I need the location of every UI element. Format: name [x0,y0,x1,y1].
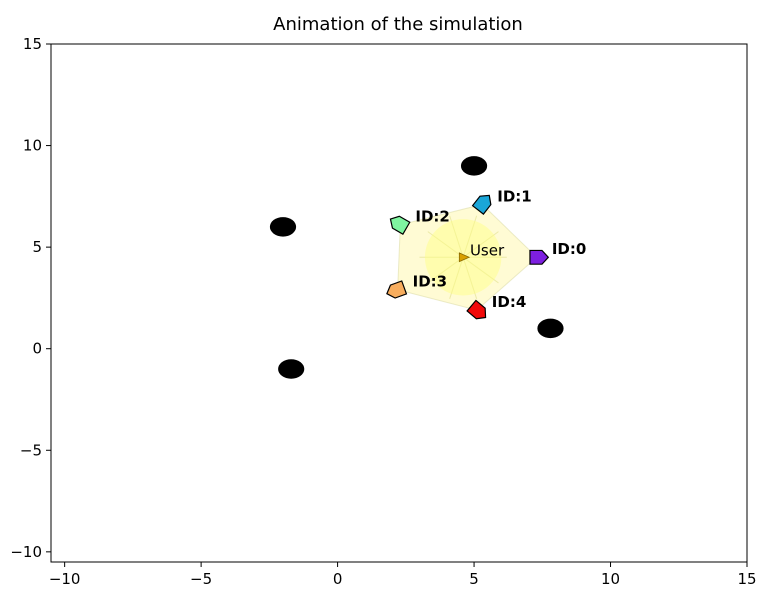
agent-label: ID:4 [492,293,526,311]
agent-marker [471,194,492,215]
y-tick-label: −10 [10,543,42,561]
x-tick-label: −10 [49,570,81,588]
obstacle-layer [269,156,564,379]
coverage-ray [449,215,464,258]
agent-label: ID:2 [415,208,449,226]
coverage-ray [462,231,499,258]
obstacle-marker [278,359,305,379]
agent-label: ID:1 [497,187,531,205]
agent-label: ID:3 [413,273,447,291]
x-tick-label: 5 [469,570,479,588]
plot-area [50,43,748,563]
user-marker [458,252,471,263]
agent-label: ID:0 [552,240,586,258]
agent-marker [386,280,408,299]
obstacle-marker [537,318,564,339]
y-tick-label: −5 [20,441,42,459]
y-axis-ticks: −10 −5 0 5 10 15 [10,35,51,561]
agent-marker [389,215,411,236]
coverage-ray [462,256,499,284]
x-tick-label: 10 [601,570,620,588]
coverage-ray [462,215,478,258]
agent-marker [466,299,487,320]
y-tick-label: 15 [23,35,42,53]
obstacle-marker [460,156,488,176]
label-layer: ID:0 ID:1 ID:2 ID:3 ID:4 User [413,187,587,311]
coverage-ray [449,257,464,299]
agent-layer [386,194,550,320]
user-label: User [470,241,505,259]
agent-marker [529,249,550,265]
x-axis-ticks: −10 −5 0 5 10 15 [49,562,757,588]
x-tick-label: −5 [190,570,212,588]
y-tick-label: 10 [23,137,42,155]
x-tick-label: 15 [737,570,756,588]
chart-title: Animation of the simulation [273,14,523,35]
x-tick-label: 0 [333,570,343,588]
y-tick-label: 5 [32,238,42,256]
obstacle-marker [269,217,297,237]
coverage-ray [427,256,464,284]
y-tick-label: 0 [32,340,42,358]
coverage-ray [462,257,478,299]
coverage-ray [427,231,464,258]
